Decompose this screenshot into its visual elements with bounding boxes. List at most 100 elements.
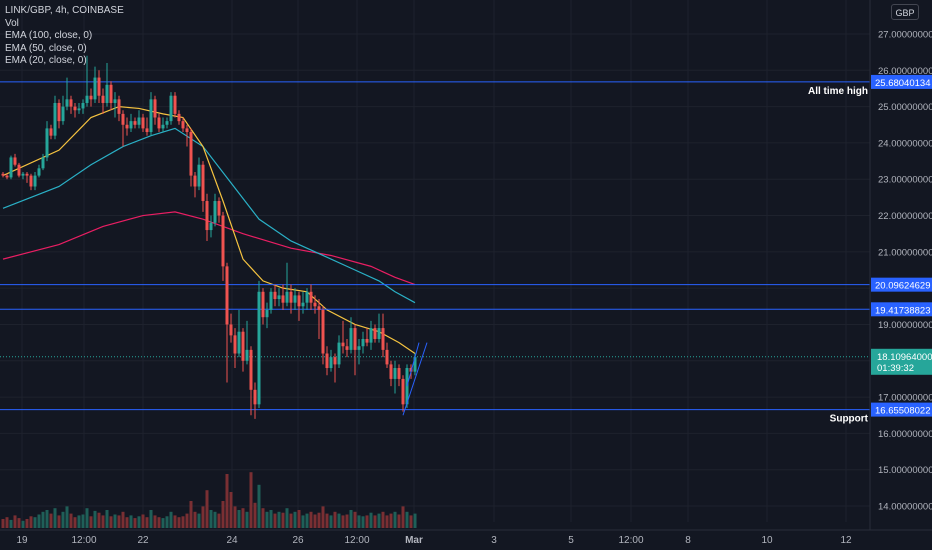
volume-bar (105, 510, 109, 528)
indicator-ema-100[interactable]: EMA (100, close, 0) (5, 30, 93, 41)
candle-body (65, 99, 69, 107)
candle-body (69, 99, 73, 107)
time-tick-label: 26 (292, 535, 304, 546)
indicator-ema-20[interactable]: EMA (20, close, 0) (5, 55, 87, 66)
volume-bar (85, 508, 89, 528)
volume-bar (57, 515, 61, 528)
volume-bar (61, 511, 65, 528)
volume-bar (349, 510, 353, 528)
volume-bar (245, 511, 249, 528)
volume-bar (249, 472, 253, 528)
candle-body (49, 128, 53, 136)
countdown-label: 01:39:32 (877, 363, 914, 374)
volume-bar (77, 515, 81, 528)
volume-bar (321, 506, 325, 528)
volume-bars (1, 472, 417, 528)
time-tick-label: 12:00 (71, 535, 96, 546)
volume-bar (93, 510, 97, 528)
symbol-title[interactable]: LINK/GBP, 4h, COINBASE (5, 5, 124, 16)
volume-bar (209, 510, 213, 528)
candle-body (229, 324, 233, 336)
candle-body (285, 291, 289, 303)
time-tick-label: 10 (761, 535, 773, 546)
volume-bar (117, 515, 121, 528)
trend-line[interactable] (402, 342, 428, 416)
volume-bar (281, 512, 285, 528)
level-price-label: 16.65508022 (875, 406, 930, 417)
volume-bar (285, 508, 289, 528)
candle-body (61, 106, 65, 122)
candle-body (241, 331, 245, 361)
candle-body (265, 309, 269, 318)
volume-bar (37, 514, 41, 528)
price-tick-label: 16.00000000 (878, 429, 932, 440)
volume-bar (1, 519, 5, 528)
level-price-tag (871, 277, 932, 292)
candle-body (97, 77, 101, 96)
candle-body (21, 173, 25, 176)
volume-bar (113, 514, 117, 528)
volume-bar (149, 510, 153, 528)
candle-body (57, 102, 61, 122)
volume-bar (21, 520, 25, 528)
candle-body (181, 121, 185, 129)
candle-body (165, 121, 169, 125)
volume-bar (309, 511, 313, 528)
price-axis[interactable]: 27.00000000 26.00000000 25.00000000 24.0000… (869, 0, 932, 550)
candle-body (205, 201, 209, 231)
volume-bar (377, 513, 381, 528)
trend-line[interactable] (406, 342, 420, 387)
indicator-ema-50[interactable]: EMA (50, close, 0) (5, 42, 87, 54)
candle-body (25, 173, 29, 176)
volume-bar (409, 515, 413, 528)
volume-bar (333, 511, 337, 528)
volume-bar (337, 513, 341, 528)
candle-body (389, 364, 393, 379)
candle-body (329, 357, 333, 369)
candle-body (157, 117, 161, 129)
time-tick-label: 5 (568, 535, 574, 546)
time-tick-label: 19 (16, 535, 28, 546)
candle-body (45, 128, 49, 158)
candle-body (121, 113, 125, 125)
ema-50-line (2, 127, 416, 304)
volume-bar (129, 515, 133, 528)
volume-bar (341, 515, 345, 528)
candle-body (169, 95, 173, 122)
volume-bar (317, 512, 321, 528)
price-tick-label: 27.00000000 (878, 30, 932, 41)
volume-bar (261, 508, 265, 528)
candle-body (77, 108, 81, 111)
time-tick-label: 8 (685, 535, 691, 546)
currency-button[interactable]: GBP (891, 4, 919, 20)
time-axis[interactable]: 19 12:00 22 24 26 12:00 Mar 3 5 12:00 8 10 12 (0, 529, 932, 550)
time-tick-label: 12 (840, 535, 852, 546)
price-tick-label: 25.00000000 (878, 102, 932, 113)
level-price-label: 19.41738823 (875, 305, 930, 316)
level-price-label: 20.09624629 (875, 281, 930, 292)
candle-body (173, 95, 177, 114)
volume-bar (305, 513, 309, 528)
candle-body (281, 295, 285, 303)
volume-bar (9, 519, 13, 528)
volume-bar (109, 516, 113, 528)
volume-bar (153, 515, 157, 528)
candle-body (397, 368, 401, 379)
volume-bar (289, 513, 293, 528)
time-tick-label: 22 (137, 535, 149, 546)
volume-bar (301, 515, 305, 528)
indicator-vol[interactable]: Vol (5, 17, 19, 29)
volume-bar (381, 511, 385, 528)
candle-body (337, 342, 341, 365)
volume-bar (49, 513, 53, 528)
candle-body (277, 295, 281, 300)
volume-bar (397, 514, 401, 528)
candle-body (361, 338, 365, 347)
trend-lines[interactable] (402, 342, 428, 416)
candle-body (9, 157, 13, 178)
volume-bar (193, 511, 197, 528)
volume-bar (141, 514, 145, 528)
candle-body (341, 342, 345, 347)
